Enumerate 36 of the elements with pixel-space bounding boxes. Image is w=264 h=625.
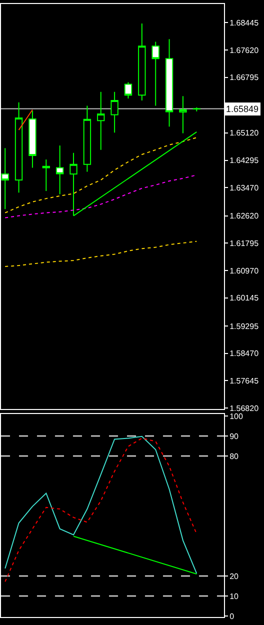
line-series [4,240,198,268]
candlestick [110,91,118,134]
ref-line-label: 1.65849 [226,104,259,114]
candlestick [179,96,187,134]
candlestick [42,158,50,192]
y-tick-label: 1.56820 [230,404,260,413]
y-tick-label: 1.67620 [230,46,260,55]
candlestick [14,102,23,194]
candlestick [28,110,36,168]
y-tick-label: 20 [230,572,240,581]
y-tick-label: 100 [230,412,244,421]
candlestick [165,38,174,128]
candlestick [124,82,132,99]
y-tick-label: 1.60145 [230,294,260,303]
y-tick-label: 1.59295 [230,322,260,331]
candlestick [56,145,64,195]
y-tick-label: 1.66795 [230,73,260,82]
candlestick [97,91,105,150]
y-tick-label: 1.57645 [230,376,260,386]
y-tick-label: 1.61795 [230,238,260,248]
y-tick-label: 1.68445 [230,18,260,28]
line-series [4,174,198,218]
y-tick-label: 90 [230,432,240,441]
candlestick [83,105,92,172]
y-tick-label: 1.58470 [230,349,260,358]
y-tick-label: 1.62620 [230,212,260,221]
line-series [4,137,198,214]
candlestick [138,23,146,101]
y-tick-label: 0 [230,612,235,621]
y-tick-label: 1.60970 [230,266,260,276]
candlestick [152,41,160,106]
y-tick-label: 1.64295 [230,156,260,166]
y-tick-label: 80 [230,452,240,461]
y-tick-label: 1.65120 [230,128,260,138]
y-tick-label: 10 [230,592,240,601]
y-tick-label: 1.63470 [230,183,260,192]
